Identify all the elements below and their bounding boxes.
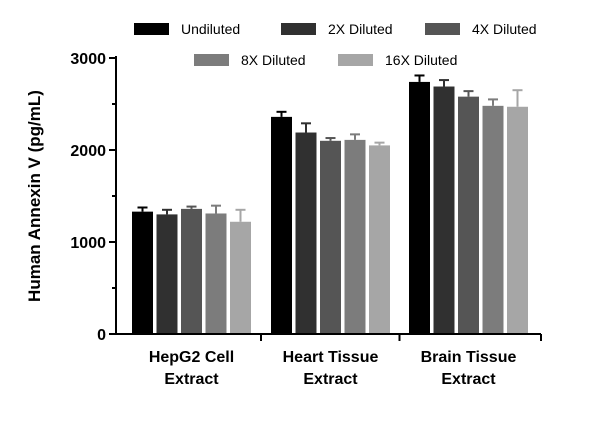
bar [181, 208, 202, 334]
bar [132, 211, 153, 334]
x-category-label: Heart Tissue [283, 349, 379, 366]
legend-swatch [194, 54, 229, 66]
legend-label: 4X Diluted [472, 21, 537, 37]
legend-swatch [425, 23, 460, 35]
bars [132, 74, 528, 335]
x-category-label: HepG2 Cell [149, 349, 234, 366]
y-tick-label: 2000 [70, 143, 106, 160]
legend-swatch [281, 23, 316, 35]
bar [409, 81, 430, 334]
y-tick-label: 0 [97, 327, 106, 344]
x-category-label: Extract [441, 371, 496, 388]
x-category-label: Brain Tissue [421, 349, 517, 366]
bar [482, 105, 504, 334]
bar [271, 116, 292, 334]
legend-label: 16X Diluted [385, 52, 457, 68]
bar [230, 221, 251, 334]
bar [156, 214, 178, 334]
legend: Undiluted 2X Diluted 4X Diluted 8X Diluted 1… [134, 21, 537, 68]
bar [295, 132, 317, 334]
bar [507, 106, 528, 334]
axes: 0 1000 2000 3000 HepG2 Cell Extract Heart Tiss… [70, 51, 542, 388]
bar [369, 145, 390, 334]
legend-label: Undiluted [181, 21, 240, 37]
x-category-label: Extract [164, 371, 219, 388]
legend-swatch [338, 54, 373, 66]
y-tick-label: 3000 [70, 51, 106, 68]
legend-label: 8X Diluted [241, 52, 306, 68]
bar [433, 86, 455, 335]
bar [205, 213, 227, 334]
bar [320, 140, 341, 334]
y-axis-title: Human Annexin V (pg/mL) [25, 90, 44, 302]
legend-label: 2X Diluted [328, 21, 393, 37]
bar [458, 96, 479, 334]
bar [344, 139, 366, 334]
legend-swatch [134, 23, 169, 35]
x-category-label: Extract [303, 371, 358, 388]
y-tick-label: 1000 [70, 235, 106, 252]
